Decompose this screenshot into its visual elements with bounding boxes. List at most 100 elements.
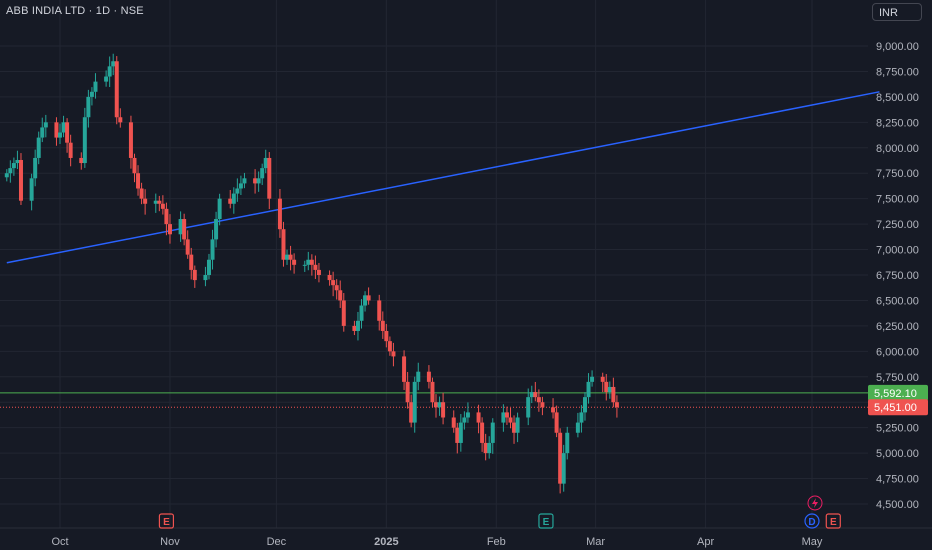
candle-body[interactable]	[614, 402, 619, 408]
candle-body[interactable]	[292, 259, 297, 265]
candle[interactable]	[327, 270, 332, 286]
candle-body[interactable]	[128, 122, 133, 158]
candle[interactable]	[164, 202, 169, 236]
candle[interactable]	[313, 255, 318, 279]
candle[interactable]	[554, 405, 559, 438]
candle-body[interactable]	[359, 305, 364, 321]
candle[interactable]	[465, 402, 470, 423]
candle[interactable]	[82, 107, 87, 168]
candle[interactable]	[366, 287, 371, 305]
candle[interactable]	[29, 173, 34, 211]
candle[interactable]	[242, 172, 247, 189]
candle-body[interactable]	[309, 259, 314, 265]
candle[interactable]	[352, 320, 357, 336]
candle-body[interactable]	[590, 376, 595, 382]
candle-body[interactable]	[65, 122, 70, 143]
candle[interactable]	[11, 157, 16, 176]
candle-body[interactable]	[281, 229, 286, 260]
candle[interactable]	[359, 299, 364, 329]
candle-body[interactable]	[4, 173, 9, 178]
candle-body[interactable]	[253, 178, 258, 184]
candle-body[interactable]	[409, 402, 414, 423]
candle-body[interactable]	[267, 157, 272, 199]
candle-body[interactable]	[203, 275, 208, 281]
candle-body[interactable]	[582, 397, 587, 413]
candle-body[interactable]	[235, 188, 240, 194]
candle[interactable]	[33, 149, 38, 187]
candle[interactable]	[118, 108, 123, 128]
candle[interactable]	[86, 89, 91, 128]
candle-body[interactable]	[306, 259, 311, 265]
candle-body[interactable]	[8, 168, 13, 174]
candle[interactable]	[153, 193, 158, 213]
candle[interactable]	[551, 398, 556, 419]
candle-body[interactable]	[512, 422, 517, 433]
candle-body[interactable]	[256, 178, 261, 184]
candle-body[interactable]	[579, 412, 584, 423]
candle[interactable]	[160, 195, 165, 215]
candle[interactable]	[402, 350, 407, 391]
candle[interactable]	[430, 377, 435, 408]
candle[interactable]	[441, 392, 446, 425]
candle[interactable]	[281, 221, 286, 267]
candle-body[interactable]	[54, 122, 59, 138]
candle-body[interactable]	[558, 432, 563, 484]
candle[interactable]	[54, 117, 59, 146]
candle[interactable]	[565, 426, 570, 460]
candle[interactable]	[217, 193, 222, 226]
candle-body[interactable]	[192, 269, 197, 281]
candle[interactable]	[157, 195, 162, 212]
earnings-marker[interactable]	[538, 513, 554, 529]
candle[interactable]	[93, 73, 98, 99]
candle-body[interactable]	[611, 386, 616, 403]
candle[interactable]	[178, 211, 183, 242]
candle-body[interactable]	[164, 208, 169, 225]
candle[interactable]	[228, 190, 233, 209]
candle[interactable]	[405, 371, 410, 409]
price-axis[interactable]: 9,000.00 8,750.00 8,500.00 8,250.00 8,000.00…	[868, 41, 928, 511]
candle[interactable]	[189, 247, 194, 280]
candle[interactable]	[504, 406, 509, 425]
candle[interactable]	[288, 245, 293, 271]
candle[interactable]	[586, 373, 591, 404]
earnings-marker[interactable]	[158, 513, 175, 529]
candle[interactable]	[590, 370, 595, 387]
candle[interactable]	[533, 381, 538, 402]
candle-body[interactable]	[11, 163, 16, 169]
candle-body[interactable]	[458, 422, 463, 443]
candle-body[interactable]	[182, 219, 187, 240]
candle-body[interactable]	[238, 183, 243, 189]
candle-body[interactable]	[132, 157, 137, 174]
candle[interactable]	[206, 253, 211, 280]
candle-body[interactable]	[82, 117, 87, 164]
candle-body[interactable]	[554, 412, 559, 433]
candle-body[interactable]	[167, 224, 172, 235]
candle[interactable]	[384, 323, 389, 348]
candle[interactable]	[363, 291, 368, 312]
candle-body[interactable]	[352, 325, 357, 331]
candle[interactable]	[526, 388, 531, 426]
time-axis[interactable]: Oct Nov Dec 2025 Feb Mar Apr May	[0, 527, 932, 548]
candle[interactable]	[306, 251, 311, 271]
candle[interactable]	[107, 56, 112, 88]
candle-body[interactable]	[157, 200, 162, 204]
earnings-marker[interactable]	[825, 513, 841, 529]
candle-body[interactable]	[36, 137, 41, 158]
candle[interactable]	[68, 134, 73, 167]
dividend-marker[interactable]	[804, 513, 820, 529]
candle[interactable]	[575, 412, 580, 438]
candle-body[interactable]	[600, 376, 605, 382]
candle[interactable]	[114, 56, 119, 125]
candle-body[interactable]	[93, 81, 98, 92]
candle[interactable]	[89, 87, 94, 106]
candle[interactable]	[377, 294, 382, 331]
candle[interactable]	[302, 260, 307, 272]
candle-body[interactable]	[79, 157, 84, 164]
candle-body[interactable]	[434, 402, 438, 408]
candle[interactable]	[416, 362, 421, 391]
candle[interactable]	[256, 171, 261, 192]
candle-body[interactable]	[231, 193, 236, 204]
candle[interactable]	[387, 336, 392, 356]
candle-body[interactable]	[384, 330, 389, 342]
